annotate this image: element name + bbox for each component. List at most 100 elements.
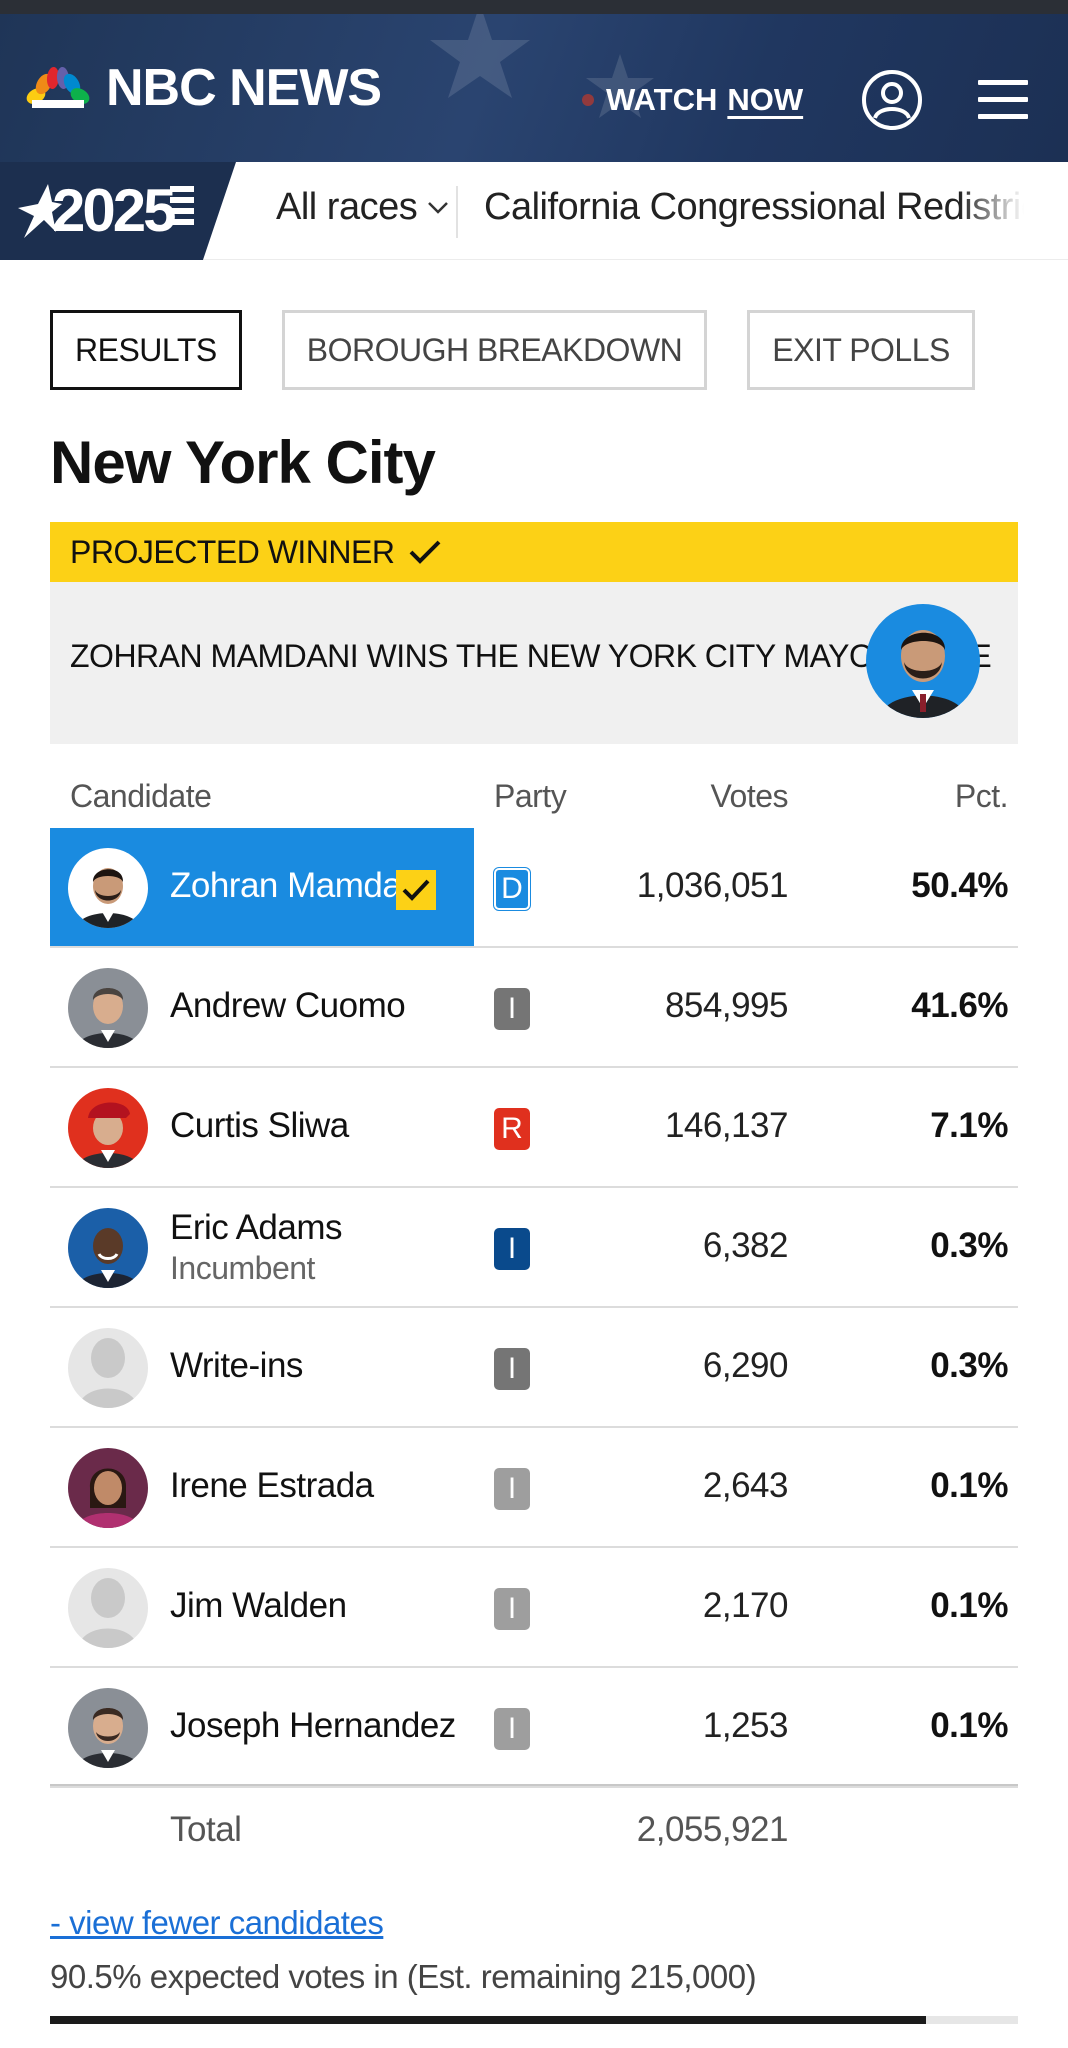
vote-count: 1,036,051: [636, 866, 789, 905]
avatar: [68, 1088, 148, 1168]
race-nav-bar: 2025 All races California Congressional …: [0, 162, 1068, 260]
tab-results[interactable]: RESULTS: [50, 310, 242, 390]
page-title: New York City: [50, 429, 436, 496]
vote-percent: 0.1%: [930, 1586, 1008, 1625]
table-row[interactable]: Zohran Mamdani D 1,036,051 50.4%: [50, 828, 1018, 948]
total-row: Total 2,055,921: [50, 1784, 1018, 1874]
avatar: [68, 968, 148, 1048]
table-row[interactable]: Joseph Hernandez I 1,253 0.1%: [50, 1668, 1018, 1788]
incumbent-label: Incumbent: [170, 1250, 315, 1286]
candidate-cell: Jim Walden: [50, 1548, 474, 1666]
header-party: Party: [494, 778, 567, 814]
view-fewer-candidates-link[interactable]: - view fewer candidates: [50, 1904, 384, 1941]
site-header: NBC NEWS WATCH NOW: [0, 14, 1068, 162]
avatar: [68, 1688, 148, 1768]
table-row[interactable]: Irene Estrada I 2,643 0.1%: [50, 1428, 1018, 1548]
table-row[interactable]: Write-ins I 6,290 0.3%: [50, 1308, 1018, 1428]
vote-percent: 7.1%: [930, 1106, 1008, 1145]
candidate-cell: Joseph Hernandez: [50, 1668, 474, 1786]
progress-fill: [50, 2016, 927, 2024]
total-votes: 2,055,921: [636, 1810, 789, 1849]
checkmark-icon: [410, 540, 441, 564]
tab-borough-breakdown[interactable]: BOROUGH BREAKDOWN: [281, 310, 708, 390]
nbc-news-logo[interactable]: NBC NEWS: [24, 59, 382, 117]
hamburger-menu-icon[interactable]: [978, 80, 1028, 120]
expected-votes-text: 90.5% expected votes in (Est. remaining …: [50, 1958, 757, 1995]
vote-percent: 41.6%: [911, 986, 1008, 1025]
vote-count: 6,382: [702, 1226, 789, 1265]
winner-announcement: ZOHRAN MAMDANI WINS THE NEW YORK CITY MA…: [50, 582, 1018, 744]
vote-count: 1,253: [702, 1706, 789, 1745]
table-row[interactable]: Curtis Sliwa R 146,137 7.1%: [50, 1068, 1018, 1188]
star-icon: [18, 184, 62, 238]
party-badge-democrat: D: [494, 868, 530, 910]
flag-stars-decoration: [430, 14, 654, 118]
placeholder-avatar-icon: [68, 1568, 148, 1648]
results-table-header: Candidate Party Votes Pct.: [50, 778, 1018, 826]
party-badge-independent: I: [494, 1348, 530, 1390]
vote-percent: 0.3%: [930, 1226, 1008, 1265]
election-year-badge[interactable]: 2025: [0, 162, 236, 260]
candidate-cell: Curtis Sliwa: [50, 1068, 474, 1186]
candidate-name: Jim Walden: [170, 1586, 347, 1625]
header-pct: Pct.: [954, 778, 1009, 814]
live-dot-icon: [582, 94, 594, 106]
projected-winner-label: PROJECTED WINNER: [70, 533, 395, 570]
candidate-cell: Write-ins: [50, 1308, 474, 1426]
candidate-name: Andrew Cuomo: [170, 986, 406, 1025]
candidate-cell: Zohran Mamdani: [50, 828, 474, 946]
party-badge-independent: I: [494, 988, 530, 1030]
table-row[interactable]: Andrew Cuomo I 854,995 41.6%: [50, 948, 1018, 1068]
chevron-down-icon: [428, 201, 449, 214]
vote-percent: 0.3%: [930, 1346, 1008, 1385]
candidate-name: Eric Adams: [170, 1208, 343, 1247]
header-votes: Votes: [710, 778, 788, 814]
winner-photo: [866, 604, 980, 718]
candidate-name: Irene Estrada: [170, 1466, 374, 1505]
tab-exit-polls[interactable]: EXIT POLLS: [747, 310, 975, 390]
projected-winner-banner: PROJECTED WINNER: [50, 522, 1018, 582]
candidate-name: Zohran Mamdani: [170, 866, 428, 905]
vote-percent: 0.1%: [930, 1706, 1008, 1745]
all-races-label: All races: [276, 186, 418, 228]
stripes-icon: [170, 186, 194, 230]
candidate-cell: Irene Estrada: [50, 1428, 474, 1546]
avatar: [68, 848, 148, 928]
party-badge-independent: I: [494, 1468, 530, 1510]
vote-percent: 50.4%: [911, 866, 1008, 905]
vote-count: 6,290: [702, 1346, 789, 1385]
winner-check-icon: [396, 870, 436, 910]
table-row[interactable]: Eric Adams Incumbent I 6,382 0.3%: [50, 1188, 1018, 1308]
brand-name: NBC NEWS: [106, 59, 382, 117]
candidate-name: Curtis Sliwa: [170, 1106, 349, 1145]
avatar: [68, 1208, 148, 1288]
party-badge-independent: I: [494, 1708, 530, 1750]
vote-count: 2,170: [702, 1586, 789, 1625]
total-label: Total: [170, 1810, 242, 1849]
vote-count: 2,643: [702, 1466, 789, 1505]
candidate-name: Write-ins: [170, 1346, 303, 1385]
watch-now-label: NOW: [727, 82, 804, 117]
results-tabs: RESULTS BOROUGH BREAKDOWN EXIT POLLS: [50, 310, 1015, 390]
placeholder-avatar-icon: [68, 1328, 148, 1408]
status-strip: [0, 0, 1068, 14]
party-badge-independent: I: [494, 1588, 530, 1630]
watch-label: WATCH: [606, 82, 718, 117]
vote-count: 854,995: [664, 986, 789, 1025]
election-year: 2025: [52, 177, 176, 244]
race-link-california-redistricting[interactable]: California Congressional Redistricting: [484, 186, 1024, 228]
candidate-cell: Eric Adams Incumbent: [50, 1188, 474, 1306]
table-row[interactable]: Jim Walden I 2,170 0.1%: [50, 1548, 1018, 1668]
candidate-name: Joseph Hernandez: [170, 1706, 456, 1745]
watch-now-link[interactable]: WATCH NOW: [582, 82, 803, 118]
nav-divider: [456, 186, 458, 238]
peacock-icon: [26, 67, 90, 108]
header-candidate: Candidate: [70, 778, 212, 814]
all-races-dropdown[interactable]: All races: [276, 186, 449, 229]
party-badge-independent: I: [494, 1228, 530, 1270]
winner-headline: ZOHRAN MAMDANI WINS THE NEW YORK CITY MA…: [70, 638, 992, 674]
candidate-cell: Andrew Cuomo: [50, 948, 474, 1066]
user-account-icon[interactable]: [860, 68, 924, 132]
vote-count: 146,137: [664, 1106, 789, 1145]
expected-votes-progress: [50, 2016, 1018, 2024]
